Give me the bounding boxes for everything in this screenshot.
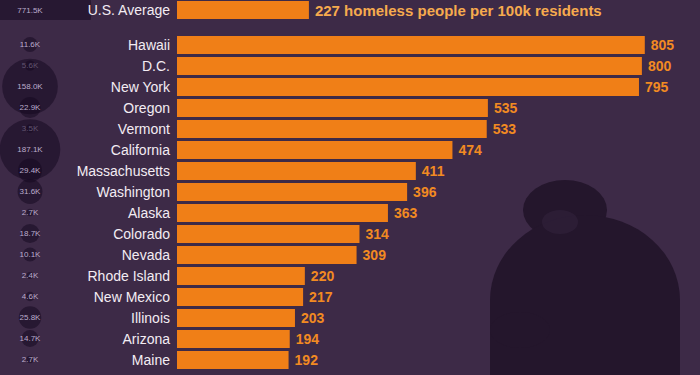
svg-text:227 homeless people per 100k r: 227 homeless people per 100k residents <box>315 2 602 19</box>
svg-text:805: 805 <box>651 37 675 53</box>
svg-text:Nevada: Nevada <box>122 247 170 263</box>
svg-text:4.6K: 4.6K <box>22 292 39 301</box>
svg-text:New York: New York <box>111 79 171 95</box>
svg-text:396: 396 <box>413 184 437 200</box>
svg-text:Arizona: Arizona <box>123 331 171 347</box>
svg-text:795: 795 <box>645 79 669 95</box>
svg-text:194: 194 <box>296 331 320 347</box>
svg-text:10.1K: 10.1K <box>20 250 42 259</box>
svg-text:309: 309 <box>363 247 387 263</box>
svg-text:Rhode Island: Rhode Island <box>87 268 170 284</box>
svg-text:31.6K: 31.6K <box>20 187 42 196</box>
svg-text:22.9K: 22.9K <box>20 103 42 112</box>
svg-text:535: 535 <box>494 100 518 116</box>
svg-text:Hawaii: Hawaii <box>128 37 170 53</box>
svg-text:217: 217 <box>309 289 333 305</box>
svg-text:533: 533 <box>493 121 517 137</box>
svg-text:474: 474 <box>458 142 482 158</box>
svg-text:D.C.: D.C. <box>142 58 170 74</box>
svg-text:800: 800 <box>648 58 672 74</box>
svg-text:Washington: Washington <box>97 184 170 200</box>
svg-text:11.6K: 11.6K <box>20 40 41 49</box>
svg-text:Alaska: Alaska <box>128 205 170 221</box>
svg-text:220: 220 <box>311 268 335 284</box>
svg-text:California: California <box>111 142 170 158</box>
svg-text:U.S. Average: U.S. Average <box>88 2 170 18</box>
svg-text:203: 203 <box>301 310 325 326</box>
svg-text:771.5K: 771.5K <box>17 6 43 15</box>
svg-text:Colorado: Colorado <box>113 226 170 242</box>
svg-text:Oregon: Oregon <box>123 100 170 116</box>
svg-text:New Mexico: New Mexico <box>94 289 170 305</box>
svg-text:Massachusetts: Massachusetts <box>77 163 170 179</box>
svg-text:14.7K: 14.7K <box>20 334 42 343</box>
svg-text:187.1K: 187.1K <box>17 145 43 154</box>
svg-text:411: 411 <box>422 163 445 179</box>
svg-text:29.4K: 29.4K <box>20 166 42 175</box>
svg-text:Vermont: Vermont <box>118 121 170 137</box>
svg-text:158.0K: 158.0K <box>17 82 43 91</box>
svg-text:2.7K: 2.7K <box>22 208 39 217</box>
svg-text:363: 363 <box>394 205 418 221</box>
svg-text:18.7K: 18.7K <box>20 229 42 238</box>
svg-text:192: 192 <box>295 352 319 368</box>
svg-text:2.4K: 2.4K <box>22 271 39 280</box>
svg-text:25.8K: 25.8K <box>20 313 42 322</box>
svg-text:2.7K: 2.7K <box>22 355 39 364</box>
svg-text:Maine: Maine <box>132 352 170 368</box>
svg-text:Illinois: Illinois <box>131 310 170 326</box>
svg-text:314: 314 <box>365 226 389 242</box>
